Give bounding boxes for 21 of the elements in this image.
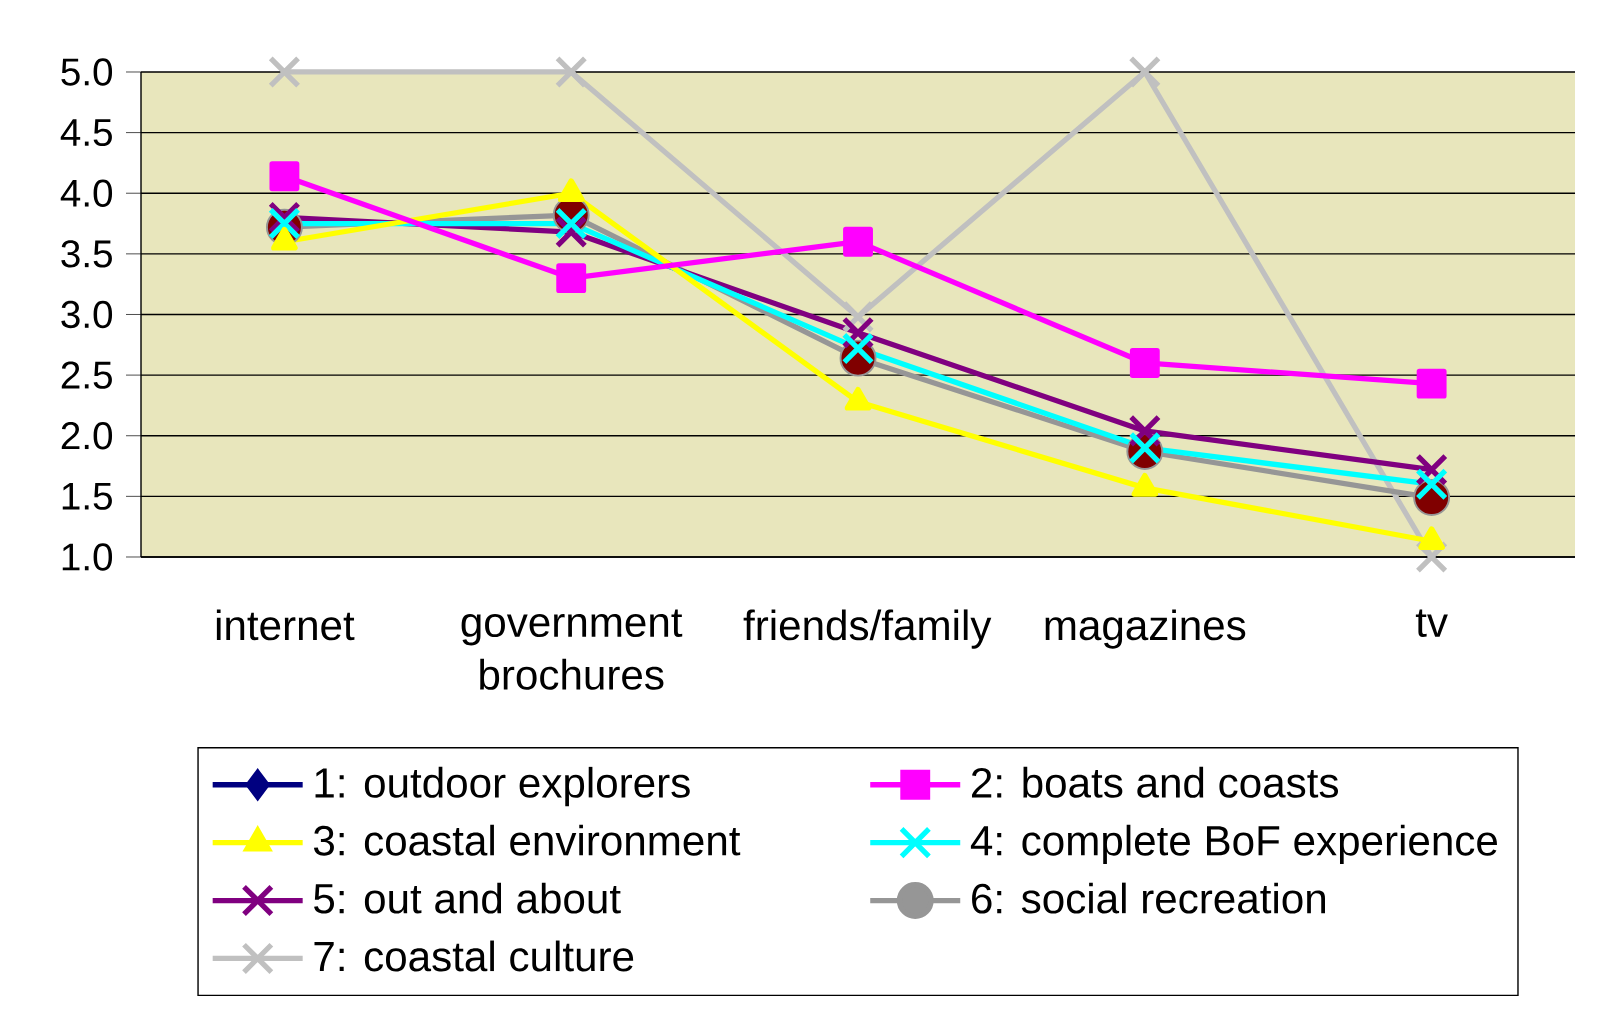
y-tick-label: 5.0 bbox=[61, 58, 113, 86]
x-tick-label: internet bbox=[216, 609, 355, 641]
legend-label: 5: out and about bbox=[314, 882, 621, 914]
x-tick-label: magazines bbox=[1045, 609, 1246, 649]
legend-label: 1: outdoor explorers bbox=[315, 766, 690, 807]
y-tick-label: 2.0 bbox=[61, 422, 113, 450]
y-tick-label: 4.0 bbox=[60, 179, 113, 207]
y-tick-label: 3.0 bbox=[61, 300, 113, 329]
x-tick-label: government brochures bbox=[461, 609, 683, 690]
y-tick-label: 2.5 bbox=[61, 361, 112, 389]
y-tick-label: 3.5 bbox=[61, 240, 112, 268]
legend-label: 2: boats and coasts bbox=[972, 766, 1339, 798]
legend-label: 7: coastal culture bbox=[314, 940, 634, 972]
x-tick-label: tv bbox=[1415, 609, 1448, 637]
legend-label: 6: social recreation bbox=[972, 882, 1325, 914]
legend-label: 4: complete BoF experience bbox=[970, 824, 1497, 865]
x-tick-label: friends/family bbox=[743, 609, 992, 649]
y-tick-label: 1.0 bbox=[62, 543, 113, 571]
y-tick-label: 4.5 bbox=[60, 119, 112, 147]
legend-label: 3: coastal environment bbox=[313, 824, 741, 856]
y-tick-label: 1.5 bbox=[62, 482, 112, 510]
